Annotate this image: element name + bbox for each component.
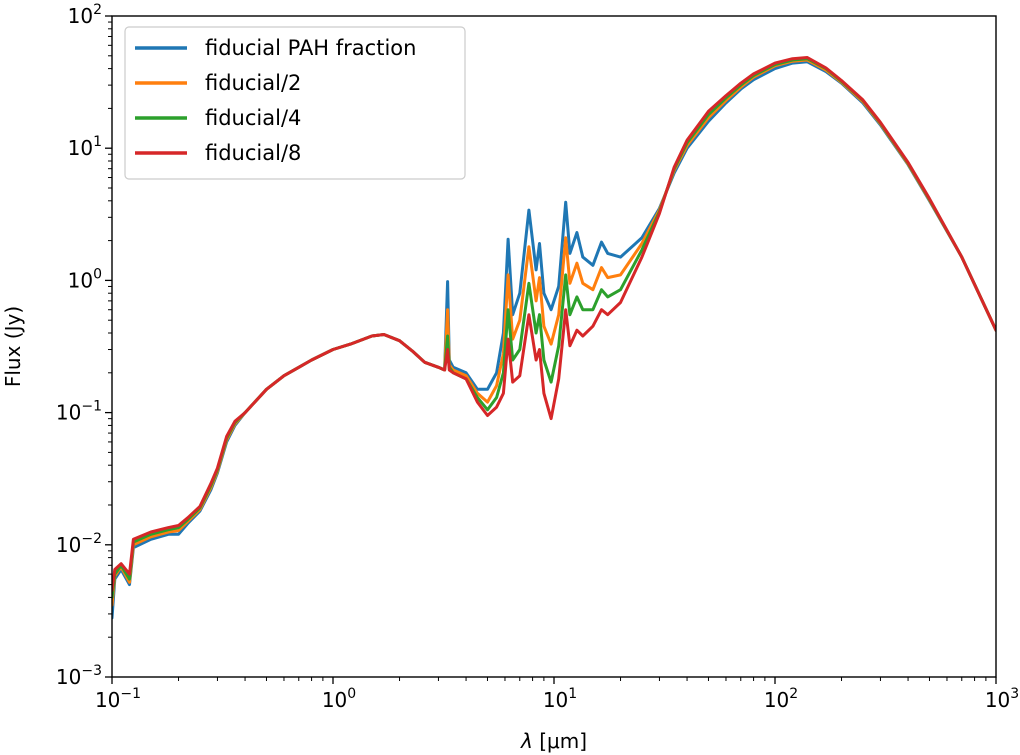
x-tick-label: 10−1 [95,686,141,712]
ticks-layer: 10−1 100 101 102 103 10−3 10−2 10−1 100 101 102 [56,2,1019,712]
x-axis-unit: [μm] [539,729,587,753]
legend-entry-label: fiducial PAH fraction [205,36,416,60]
y-tick-label: 100 [68,266,102,292]
y-tick-label: 102 [68,2,102,28]
y-tick-label: 10−3 [56,663,102,689]
y-tick-label: 10−1 [56,399,102,425]
x-tick-label: 102 [764,686,798,712]
series-layer [112,56,996,620]
y-tick-label: 10−2 [56,531,102,557]
y-tick-label: 101 [68,134,102,160]
x-axis-symbol: λ [520,729,533,753]
x-axis-label: λ [μm] [520,729,587,753]
x-tick-label: 103 [985,686,1019,712]
legend-entry-label: fiducial/8 [205,141,301,165]
x-tick-label: 101 [543,686,577,712]
x-tick-label: 100 [322,686,356,712]
y-axis-label: Flux (Jy) [1,306,25,387]
legend-entry-label: fiducial/4 [205,106,301,130]
legend-box [124,26,466,180]
series-line-4 [112,56,996,593]
legend-entry-label: fiducial/2 [205,71,301,95]
legend: fiducial PAH fraction fiducial/2 fiducial/… [124,26,466,180]
